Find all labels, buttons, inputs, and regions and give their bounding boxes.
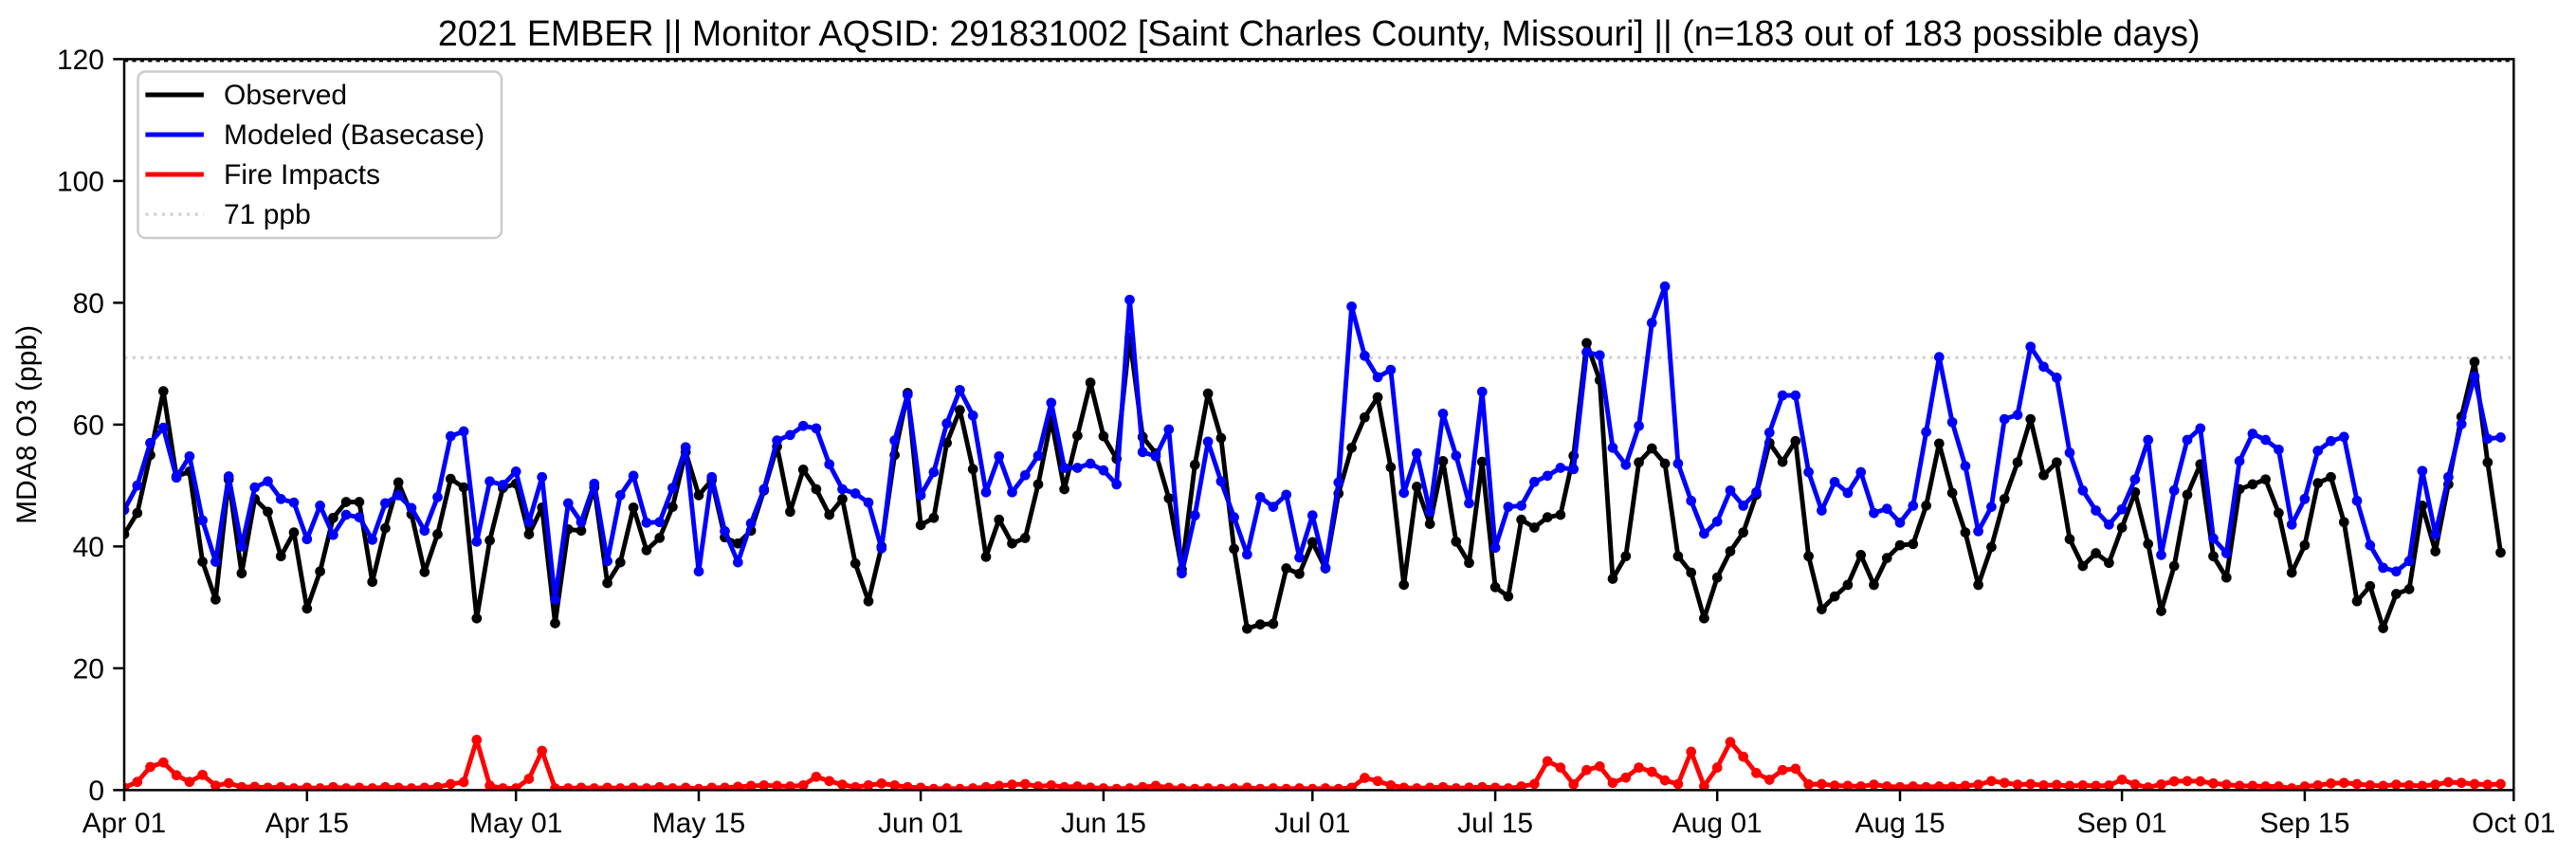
svg-text:Aug 01: Aug 01 — [1672, 808, 1763, 839]
svg-text:Sep 15: Sep 15 — [2259, 808, 2349, 839]
svg-text:May 15: May 15 — [652, 808, 745, 839]
svg-text:80: 80 — [73, 288, 104, 319]
svg-text:MDA8 O3 (ppb): MDA8 O3 (ppb) — [11, 325, 43, 524]
svg-text:Observed: Observed — [224, 80, 347, 111]
svg-text:Jul 01: Jul 01 — [1274, 808, 1350, 839]
svg-text:Aug 15: Aug 15 — [1854, 808, 1945, 839]
svg-text:2021 EMBER || Monitor AQSID: 2: 2021 EMBER || Monitor AQSID: 291831002 [… — [438, 13, 2201, 53]
svg-text:Apr 15: Apr 15 — [265, 808, 349, 839]
svg-text:0: 0 — [88, 776, 104, 807]
svg-text:Apr 01: Apr 01 — [82, 808, 166, 839]
svg-text:60: 60 — [73, 410, 104, 441]
svg-text:May 01: May 01 — [469, 808, 562, 839]
svg-text:Jul 15: Jul 15 — [1457, 808, 1533, 839]
svg-text:100: 100 — [57, 166, 104, 197]
svg-text:Modeled (Basecase): Modeled (Basecase) — [224, 119, 484, 151]
svg-text:Fire Impacts: Fire Impacts — [224, 159, 380, 191]
svg-text:Oct 01: Oct 01 — [2472, 808, 2555, 839]
svg-text:Jun 15: Jun 15 — [1061, 808, 1146, 839]
svg-text:71 ppb: 71 ppb — [224, 199, 311, 230]
svg-text:Sep 01: Sep 01 — [2077, 808, 2167, 839]
svg-text:Jun 01: Jun 01 — [878, 808, 963, 839]
svg-text:120: 120 — [57, 45, 104, 76]
svg-text:20: 20 — [73, 653, 104, 685]
svg-text:40: 40 — [73, 532, 104, 563]
